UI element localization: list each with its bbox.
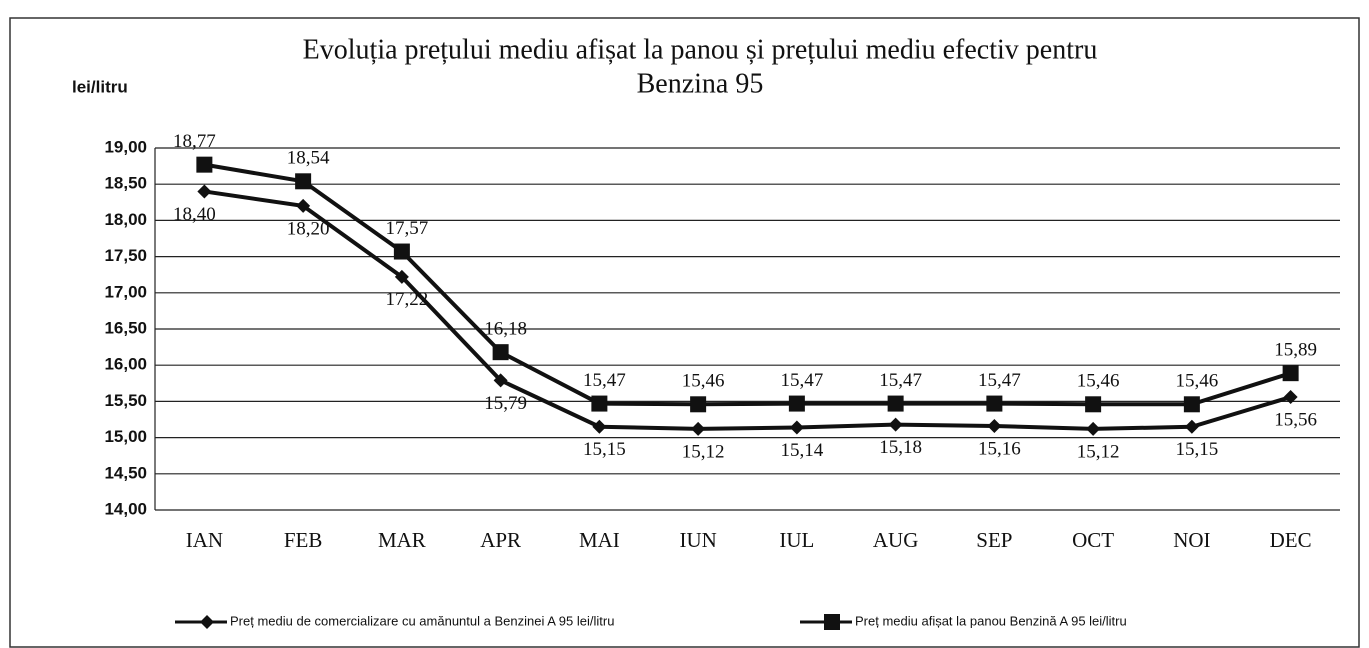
y-tick-label: 16,50 <box>104 318 147 337</box>
y-tick-label: 19,00 <box>104 137 147 156</box>
marker <box>492 344 509 361</box>
y-tick-label: 15,50 <box>104 391 147 410</box>
chart-frame <box>9 17 1360 648</box>
marker <box>592 419 607 434</box>
y-tick-label: 17,50 <box>104 246 147 265</box>
data-label: 15,47 <box>978 370 1021 391</box>
x-tick-label: IUL <box>779 528 814 552</box>
chart-title: Evoluția prețului mediu afișat la panou … <box>303 34 1098 65</box>
data-label: 15,14 <box>781 440 824 461</box>
data-label: 15,46 <box>1077 371 1120 392</box>
data-label: 15,89 <box>1274 340 1317 361</box>
x-tick-label: SEP <box>976 528 1012 552</box>
x-tick-label: MAR <box>378 528 426 552</box>
y-tick-label: 14,00 <box>104 499 147 518</box>
marker <box>493 373 508 388</box>
legend-label: Preț mediu de comercializare cu amănuntu… <box>230 613 614 628</box>
y-tick-label: 18,00 <box>104 210 147 229</box>
marker <box>1183 396 1200 413</box>
series-line <box>204 189 1292 431</box>
series-line <box>204 162 1292 407</box>
marker <box>888 417 903 432</box>
data-label: 15,47 <box>879 370 922 391</box>
y-tick-label: 17,00 <box>104 282 147 301</box>
data-label: 15,46 <box>682 371 725 392</box>
x-tick-label: NOI <box>1173 528 1210 552</box>
x-tick-label: IUN <box>679 528 716 552</box>
marker <box>393 243 410 260</box>
data-label: 15,18 <box>879 437 922 458</box>
marker <box>690 396 707 413</box>
data-label: 18,54 <box>287 148 330 169</box>
x-tick-label: AUG <box>873 528 919 552</box>
data-label: 18,40 <box>173 204 216 225</box>
y-tick-label: 18,50 <box>104 174 147 193</box>
marker <box>887 395 904 412</box>
x-tick-label: DEC <box>1270 528 1312 552</box>
marker <box>1184 419 1199 434</box>
data-label: 15,56 <box>1274 409 1317 430</box>
data-label: 16,18 <box>484 319 527 340</box>
legend-label: Preț mediu afișat la panou Benzină A 95 … <box>855 613 1127 628</box>
data-label: 15,79 <box>484 393 527 414</box>
data-label: 18,20 <box>287 218 330 239</box>
data-label: 17,22 <box>386 289 429 310</box>
x-tick-label: APR <box>480 528 521 552</box>
marker <box>1283 390 1298 405</box>
data-label: 15,12 <box>1077 441 1120 462</box>
x-tick-label: MAI <box>579 528 620 552</box>
marker <box>987 419 1002 434</box>
data-label: 15,46 <box>1176 371 1219 392</box>
y-tick-label: 14,50 <box>104 463 147 482</box>
marker <box>197 184 212 199</box>
marker <box>200 615 214 629</box>
marker <box>196 156 213 173</box>
y-tick-label: 15,00 <box>104 427 147 446</box>
data-label: 17,57 <box>386 218 429 239</box>
data-label: 15,47 <box>583 370 626 391</box>
marker <box>986 395 1003 412</box>
y-tick-label: 16,00 <box>104 355 147 374</box>
x-tick-label: IAN <box>186 528 223 552</box>
data-label: 15,16 <box>978 438 1021 459</box>
marker <box>394 269 409 284</box>
marker <box>824 614 840 630</box>
x-tick-label: OCT <box>1072 528 1114 552</box>
marker <box>789 420 804 435</box>
marker <box>1086 421 1101 436</box>
data-label: 15,47 <box>781 370 824 391</box>
data-label: 15,15 <box>583 439 626 460</box>
marker <box>591 395 608 412</box>
marker <box>1282 365 1299 382</box>
marker <box>691 421 706 436</box>
data-label: 15,15 <box>1176 439 1219 460</box>
data-label: 15,12 <box>682 441 725 462</box>
x-tick-label: FEB <box>284 528 323 552</box>
data-label: 18,77 <box>173 131 216 152</box>
y-axis-label: lei/litru <box>72 77 128 96</box>
chart-title: Benzina 95 <box>637 68 764 99</box>
marker <box>295 173 312 190</box>
marker <box>788 395 805 412</box>
marker <box>296 198 311 213</box>
marker <box>1085 396 1102 413</box>
